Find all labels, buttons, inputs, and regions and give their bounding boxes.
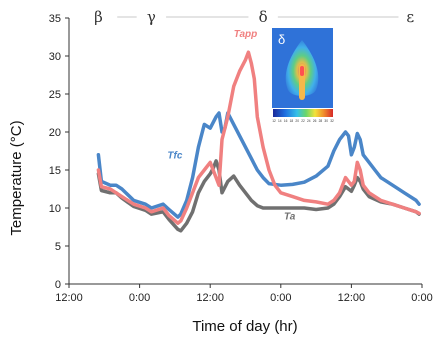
colorbar-tick-label: 14 [278,119,282,123]
series-labels: Tfc Tapp Ta [167,29,295,222]
colorbar-tick-label: 22 [301,119,305,123]
phase-label: δ [259,8,268,26]
series-label-tapp: Tapp [234,29,258,40]
y-tick-label: 30 [49,51,61,63]
y-tick-label: 5 [55,241,61,253]
y-tick-label: 10 [49,203,61,215]
colorbar-tick-label: 32 [330,119,334,123]
phase-label: ε [406,8,414,26]
x-axis-title: Time of day (hr) [192,318,297,335]
colorbar-tick-label: 24 [307,119,311,123]
x-tick-label: 12:00 [196,292,224,304]
colorbar-tick-label: 28 [319,119,323,123]
y-tick-label: 35 [49,13,61,25]
y-axis-title: Temperature (°C) [8,120,25,235]
series-label-tfc: Tfc [167,151,182,162]
series-line-tapp [96,50,421,225]
y-tick-label: 0 [55,279,61,291]
x-tick-label: 0:00 [411,292,432,304]
x-tick-label: 0:00 [129,292,150,304]
series-label-ta: Ta [284,211,296,222]
colorbar-tick-label: 18 [290,119,294,123]
series-line-ta [96,159,421,233]
phase-labels: β γ δ ε [94,8,414,26]
x-tick-label: 12:00 [55,292,83,304]
colorbar-tick-label: 20 [295,119,299,123]
thermal-image-inset: δ 12 14 16 18 20 22 24 26 28 30 32 [272,28,334,123]
x-tick-label: 0:00 [270,292,291,304]
colorbar-tick-label: 26 [313,119,317,123]
plot-area: 0 5 10 15 20 25 30 35 12:00 0:00 12:00 0:00 12:00 0:0… [49,13,433,304]
series-line-tfc [96,111,421,219]
inset-colorbar-ticks: 12 14 16 18 20 22 24 26 28 30 32 [272,119,334,123]
colorbar-tick-label: 12 [272,119,276,123]
series-layer [96,50,421,233]
y-tick-label: 20 [49,127,61,139]
phase-label: β [94,8,103,26]
inset-colorbar [273,109,333,117]
x-tick-label: 12:00 [338,292,366,304]
colorbar-tick-label: 30 [324,119,328,123]
y-tick-label: 25 [49,89,61,101]
inset-spadix-tip [300,66,304,76]
phase-label: γ [147,8,156,26]
y-tick-label: 15 [49,165,61,177]
inset-phase-label: δ [278,32,285,47]
colorbar-tick-label: 16 [284,119,288,123]
